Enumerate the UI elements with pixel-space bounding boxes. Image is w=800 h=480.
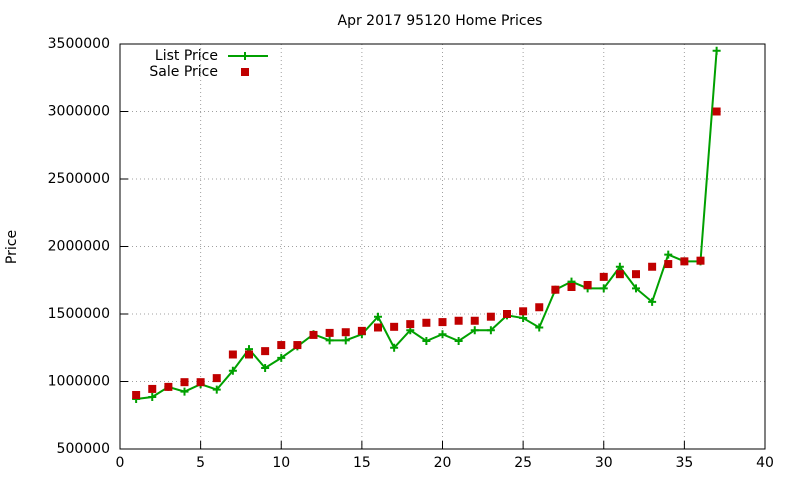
marker xyxy=(390,343,399,352)
plot-border xyxy=(119,43,766,450)
marker xyxy=(438,330,447,339)
marker xyxy=(164,382,173,391)
marker xyxy=(503,310,511,318)
marker xyxy=(261,347,270,356)
marker xyxy=(325,328,334,337)
y-tick-label: 2000000 xyxy=(48,239,110,255)
marker xyxy=(406,320,415,329)
marker xyxy=(664,250,673,259)
marker xyxy=(212,374,221,383)
marker xyxy=(486,326,495,335)
x-tick-label: 25 xyxy=(514,455,532,471)
marker xyxy=(390,322,399,331)
marker xyxy=(599,284,608,293)
series-line xyxy=(136,50,718,401)
y-tick-label: 500000 xyxy=(57,441,110,457)
x-tick-label: 10 xyxy=(272,455,290,471)
marker xyxy=(680,257,689,266)
marker xyxy=(341,336,350,345)
marker xyxy=(615,262,624,271)
x-tick-label: 40 xyxy=(756,455,774,471)
x-tick-label: 30 xyxy=(595,455,613,471)
marker xyxy=(325,336,334,345)
y-tick-label: 1500000 xyxy=(48,306,110,322)
marker xyxy=(454,316,463,325)
marker xyxy=(374,312,382,321)
x-tick-label: 5 xyxy=(196,455,205,471)
marker xyxy=(228,350,237,359)
marker xyxy=(180,387,189,396)
marker xyxy=(228,366,237,375)
marker xyxy=(422,337,431,345)
marker xyxy=(357,326,366,335)
x-tick-label: 20 xyxy=(434,455,452,471)
marker xyxy=(632,270,640,279)
y-tick-label: 2500000 xyxy=(48,171,110,187)
marker xyxy=(341,328,350,337)
y-tick-label: 3500000 xyxy=(48,36,110,52)
y-tick-label: 3000000 xyxy=(48,104,110,120)
marker xyxy=(293,341,302,350)
marker xyxy=(599,272,608,281)
marker xyxy=(551,285,560,294)
marker xyxy=(615,270,624,279)
marker xyxy=(212,385,221,394)
legend-label: Sale Price xyxy=(149,64,218,80)
marker xyxy=(277,341,286,350)
chart-title: Apr 2017 95120 Home Prices xyxy=(338,13,543,29)
marker xyxy=(648,297,657,306)
marker xyxy=(148,384,157,393)
marker xyxy=(696,256,705,265)
marker xyxy=(422,318,431,327)
legend-label: List Price xyxy=(155,48,218,64)
marker xyxy=(519,307,528,316)
marker xyxy=(664,260,673,269)
marker xyxy=(438,318,447,327)
marker xyxy=(374,323,382,332)
legend-marker xyxy=(241,52,249,60)
marker xyxy=(180,378,189,387)
x-tick-label: 0 xyxy=(116,455,125,471)
marker xyxy=(261,364,270,372)
marker xyxy=(632,284,640,293)
marker xyxy=(519,314,528,323)
legend-marker xyxy=(241,68,249,76)
marker xyxy=(712,46,721,55)
marker xyxy=(648,262,657,271)
marker xyxy=(567,283,576,291)
marker xyxy=(470,316,479,325)
marker xyxy=(277,353,286,362)
marker xyxy=(245,350,253,359)
marker xyxy=(535,323,544,332)
marker xyxy=(132,391,141,399)
marker xyxy=(583,280,592,289)
marker xyxy=(486,312,495,321)
marker xyxy=(148,393,157,402)
marker xyxy=(196,378,205,387)
marker xyxy=(454,337,463,345)
marker xyxy=(712,107,721,116)
x-tick-label: 35 xyxy=(675,455,693,471)
y-axis-label: Price xyxy=(4,230,20,264)
x-tick-label: 15 xyxy=(353,455,371,471)
y-tick-label: 1000000 xyxy=(48,374,110,390)
marker xyxy=(309,330,318,339)
marker xyxy=(470,326,479,335)
marker xyxy=(535,303,544,312)
